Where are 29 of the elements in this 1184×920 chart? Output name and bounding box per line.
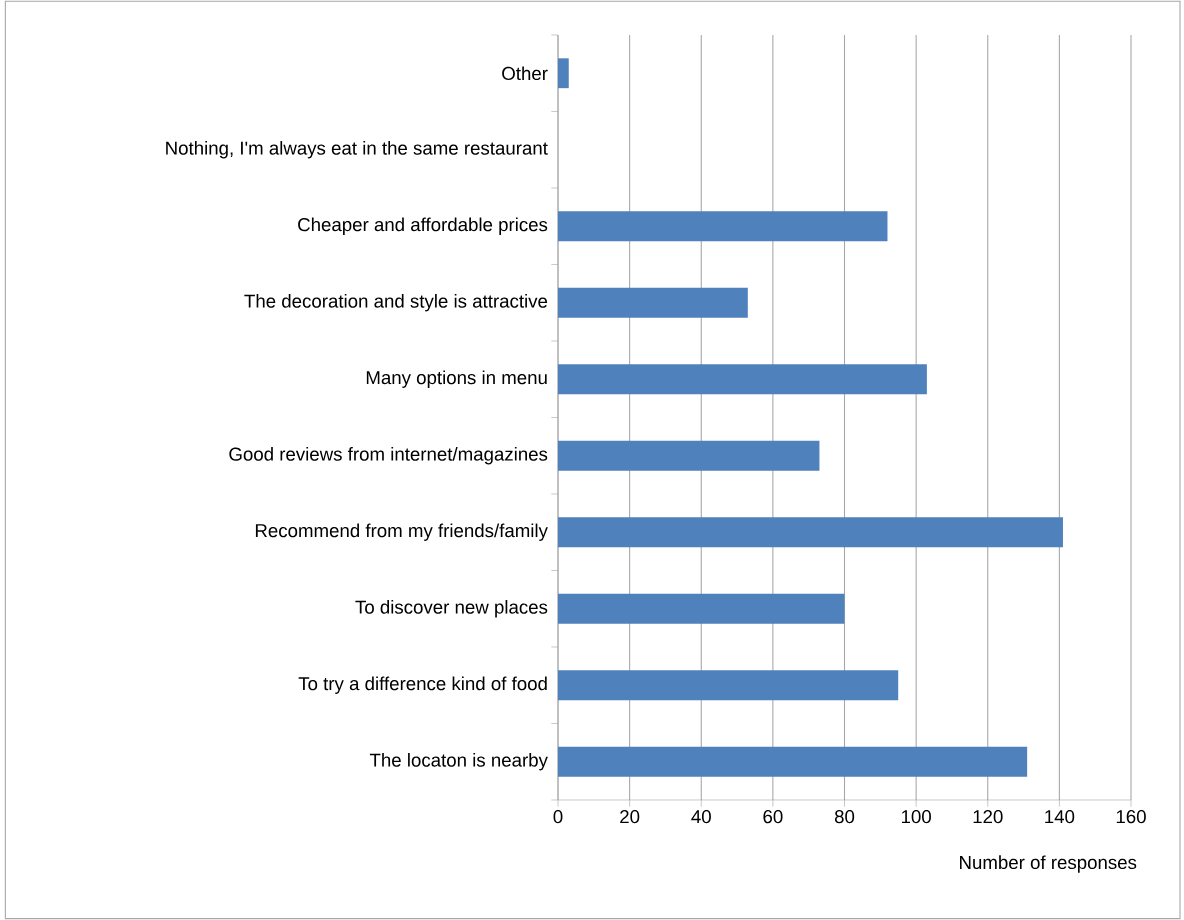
y-tick-label: The locaton is nearby [369, 753, 548, 771]
y-tick-label: The decoration and style is attractive [244, 294, 548, 312]
x-tick-label: 120 [973, 810, 1003, 824]
y-tick-label: Recommend from my friends/family [255, 523, 548, 541]
x-tick-label: 20 [620, 810, 640, 824]
x-tick-label: 0 [553, 810, 563, 824]
y-tick-label: Other [502, 66, 548, 81]
bar [558, 58, 569, 89]
y-tick-label: Good reviews from internet/magazines [229, 447, 548, 465]
x-tick-label: 60 [763, 810, 783, 824]
y-tick-label: Cheaper and affordable prices [298, 217, 548, 235]
bar [558, 746, 1028, 777]
x-tick-label: 80 [834, 810, 855, 824]
x-axis-title: Number of responses [960, 855, 1137, 873]
bar [558, 517, 1063, 548]
y-tick-label: To discover new places [355, 600, 548, 618]
y-tick-label: To try a difference kind of food [298, 676, 547, 694]
bar [558, 211, 888, 242]
x-tick-label: 40 [691, 810, 711, 824]
bar [558, 670, 899, 701]
bar [558, 364, 927, 395]
bar [558, 287, 748, 318]
x-tick-label: 100 [901, 810, 931, 824]
x-tick-label: 140 [1045, 810, 1075, 824]
bar [558, 593, 845, 624]
y-tick-label: Many options in menu [366, 370, 547, 388]
y-tick-label: Nothing, I'm always eat in the same restaurant [166, 141, 548, 159]
bar [558, 440, 820, 471]
x-tick-label: 160 [1116, 810, 1146, 824]
